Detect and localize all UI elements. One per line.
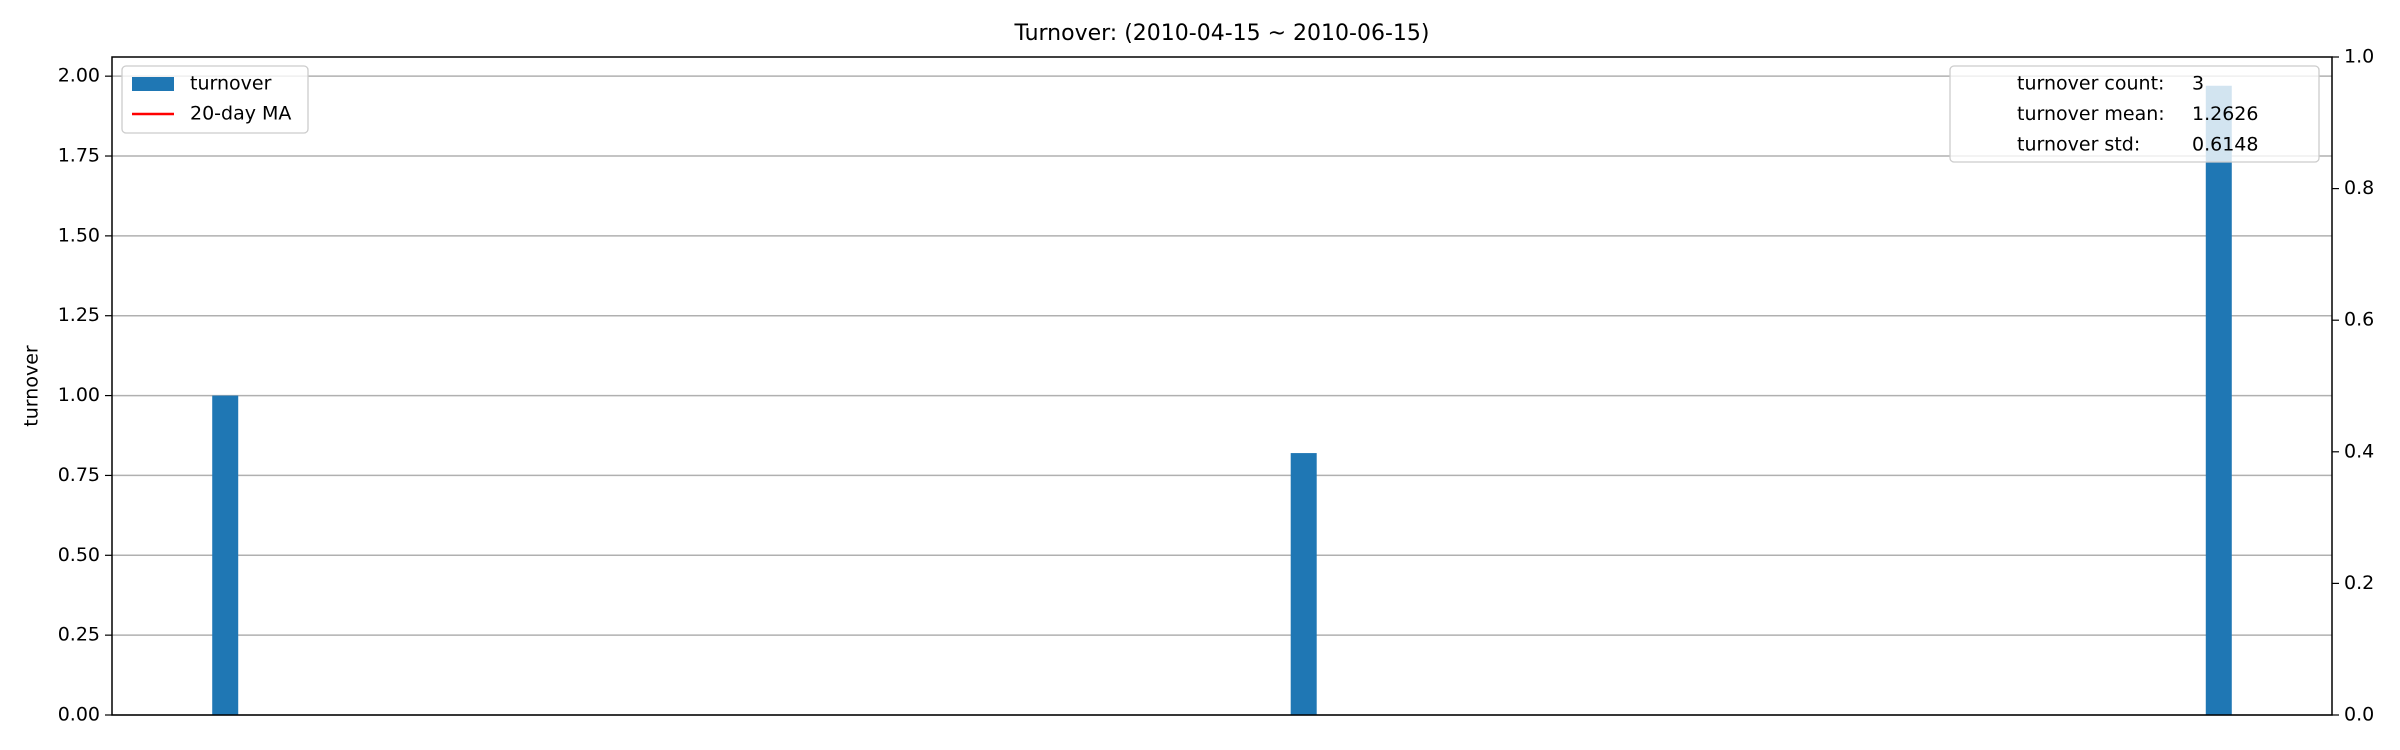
stats-label: turnover count: [2017,73,2164,95]
y2-tick-label: 0.2 [2344,572,2374,594]
stats-value: 1.2626 [2192,103,2258,125]
y-tick-label: 0.75 [58,464,100,486]
stats-value: 0.6148 [2192,134,2258,156]
y-tick-label: 1.25 [58,304,100,326]
bar [212,395,239,715]
y-tick-label: 0.25 [58,624,100,646]
y2-tick-label: 0.6 [2344,309,2374,331]
stats-box [1949,65,2320,163]
plot-frame [111,56,2333,716]
legend-swatch [132,77,174,91]
stats-label: turnover mean: [2017,103,2165,125]
stats-value: 3 [2192,73,2204,95]
y-tick-label: 1.50 [58,224,100,246]
y2-tick-label: 0.4 [2344,440,2374,462]
legend-label: turnover [190,73,272,95]
y-tick-label: 0.50 [58,544,100,566]
y-tick-label: 1.00 [58,384,100,406]
stats-label: turnover std: [2017,134,2140,156]
bar [2205,85,2232,716]
chart-title: Turnover: (2010-04-15 ~ 2010-06-15) [1013,21,1429,46]
y-tick-label: 2.00 [58,65,100,87]
bar [1290,453,1317,715]
y-tick-label: 1.75 [58,145,100,167]
y-axis-label: turnover [21,345,43,427]
legend-label: 20-day MA [190,103,291,125]
y2-tick-label: 0.0 [2344,704,2374,726]
y2-tick-label: 1.0 [2344,46,2374,68]
y-tick-label: 0.00 [58,704,100,726]
y2-tick-label: 0.8 [2344,177,2374,199]
